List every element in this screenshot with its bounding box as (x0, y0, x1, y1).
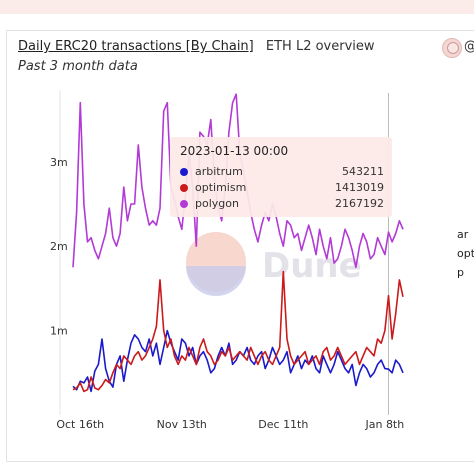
chart-title-row: Daily ERC20 transactions [By Chain] ETH … (18, 39, 375, 54)
avatar[interactable] (442, 38, 462, 58)
chart-description: Past 3 month data (18, 59, 138, 74)
x-tick-label: Nov 13th (157, 418, 207, 431)
tooltip-series-value: 543211 (342, 165, 384, 178)
y-tick-label: 1m (50, 325, 68, 338)
tooltip-series-value: 1413019 (335, 181, 384, 194)
x-tick-label: Jan 8th (364, 418, 404, 431)
chart-subtitle: ETH L2 overview (265, 39, 375, 54)
x-tick-label: Oct 16th (56, 418, 104, 431)
tooltip-series-name: optimism (195, 181, 247, 194)
y-tick-label: 3m (50, 156, 68, 169)
author-handle[interactable]: @ (464, 39, 474, 54)
side-legend-optimism: opt (457, 247, 474, 260)
watermark-text: Dune (262, 246, 362, 286)
tooltip-row-optimism: optimism 1413019 (180, 181, 384, 195)
y-tick-label: 2m (50, 240, 68, 253)
top-strip (0, 0, 474, 14)
polygon-dot-icon (180, 200, 188, 208)
tooltip-row-arbitrum: arbitrum 543211 (180, 165, 384, 179)
tooltip-series-name: polygon (195, 197, 239, 210)
side-legend-arbitrum: ar (457, 228, 469, 241)
series-line-polygon (72, 93, 404, 269)
tooltip-date: 2023-01-13 00:00 (180, 144, 289, 158)
chart-tooltip: 2023-01-13 00:00 arbitrum 543211 optimis… (170, 137, 392, 217)
tooltip-series-value: 2167192 (335, 197, 384, 210)
x-tick-label: Dec 11th (258, 418, 308, 431)
tooltip-series-name: arbitrum (195, 165, 243, 178)
avatar-face-icon (447, 42, 459, 54)
chart-title-link[interactable]: Daily ERC20 transactions [By Chain] (18, 39, 254, 54)
series-line-arbitrum (72, 329, 404, 393)
arbitrum-dot-icon (180, 168, 188, 176)
optimism-dot-icon (180, 184, 188, 192)
side-legend-polygon: p (457, 266, 464, 279)
tooltip-row-polygon: polygon 2167192 (180, 197, 384, 211)
series-line-optimism (72, 270, 404, 393)
watermark-logo-half-icon (186, 266, 246, 296)
